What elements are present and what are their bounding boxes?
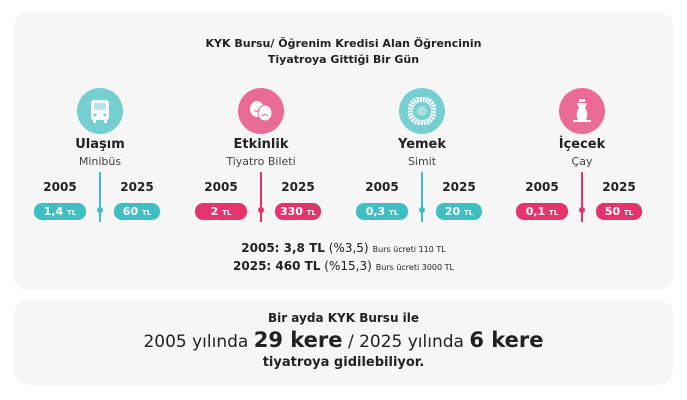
total-label: 2025: 460 TL: [233, 259, 321, 273]
price-badge: 0,3 TL: [356, 203, 408, 220]
top-panel: [14, 12, 673, 290]
year: 2005: [365, 180, 399, 194]
price-badge: 0,1 TL: [516, 203, 568, 220]
year: 2005: [43, 180, 77, 194]
price-badge: 60 TL: [114, 203, 160, 220]
price-value: 60: [122, 205, 139, 218]
title: Tiyatroya Gittiği Bir Gün: [267, 53, 420, 66]
price-value: 0,3: [365, 205, 386, 218]
summary-outro: tiyatroya gidilebiliyor.: [262, 355, 425, 370]
summary-text: 2005 yılında: [143, 332, 249, 352]
price-unit: TL: [141, 209, 152, 217]
summary-intro: Bir ayda KYK Bursu ile: [267, 311, 420, 325]
year: 2005: [525, 180, 559, 194]
item: Yemek Simit 2005 2025 0,3 TL 20 TL: [342, 88, 502, 228]
divider-dot: [96, 207, 103, 213]
item: Etkinlik Tiyatro Bileti 2005 2025 2 TL 330 TL: [181, 88, 341, 228]
item-name: Etkinlik: [233, 137, 289, 152]
price-badge: 50 TL: [596, 203, 642, 220]
divider: [581, 172, 583, 222]
price-unit: TL: [549, 209, 559, 217]
price-unit: TL: [67, 209, 77, 217]
price-value: 1,4: [43, 205, 64, 218]
item-sub: Çay: [571, 155, 593, 168]
item: İçecek Çay 2005 2025 0,1 TL 50 TL: [502, 88, 662, 228]
total-note: Burs ücreti 110 TL: [372, 245, 446, 254]
item-name: Ulaşım: [75, 137, 125, 152]
divider: [421, 172, 423, 222]
price-value: 20: [444, 205, 461, 218]
summary-count: 6 kere: [469, 328, 544, 352]
price-value: 330: [279, 205, 303, 218]
summary-text: / 2025 yılında: [347, 332, 464, 352]
icon: [77, 88, 123, 134]
price-value: 50: [604, 205, 621, 218]
divider-dot: [418, 207, 425, 213]
price-unit: TL: [222, 209, 232, 217]
year: 2025: [602, 180, 636, 194]
item: Ulaşım Minibüs 2005 2025 1,4 TL 60 TL: [20, 88, 180, 228]
price-badge: 20 TL: [436, 203, 482, 220]
total: 2005: 3,8 TL (%3,5) Burs ücreti 110 TL: [0, 241, 687, 255]
year: 2025: [442, 180, 476, 194]
year: 2025: [281, 180, 315, 194]
item-sub: Tiyatro Bileti: [226, 155, 296, 168]
total-note: Burs ücreti 3000 TL: [375, 263, 454, 272]
divider: [99, 172, 101, 222]
price-value: 2: [210, 205, 219, 218]
price-badge: 330 TL: [275, 203, 321, 220]
icon: [399, 88, 445, 134]
year: 2005: [204, 180, 238, 194]
divider-dot: [257, 207, 264, 213]
total-label: 2005: 3,8 TL: [241, 241, 325, 255]
summary-count: 29 kere: [253, 328, 343, 352]
title: KYK Bursu/ Öğrenim Kredisi Alan Öğrencin…: [205, 37, 482, 50]
divider-dot: [578, 207, 585, 213]
item-name: İçecek: [558, 137, 606, 152]
price-value: 0,1: [525, 205, 546, 218]
item-sub: Minibüs: [78, 155, 122, 168]
total: 2025: 460 TL (%15,3) Burs ücreti 3000 TL: [0, 259, 687, 273]
divider: [260, 172, 262, 222]
price-unit: TL: [463, 209, 474, 217]
price-badge: 2 TL: [195, 203, 247, 220]
item-sub: Simit: [407, 155, 437, 168]
price-badge: 1,4 TL: [34, 203, 86, 220]
price-unit: TL: [306, 209, 317, 217]
price-unit: TL: [389, 209, 399, 217]
total-pct: (%3,5): [328, 241, 369, 255]
year: 2025: [120, 180, 154, 194]
icon: [238, 88, 284, 134]
summary-line: 2005 yılında 29 kere / 2025 yılında 6 ke…: [0, 328, 687, 352]
icon: [559, 88, 605, 134]
bottom-panel: [14, 300, 673, 385]
price-unit: TL: [623, 209, 634, 217]
total-pct: (%15,3): [324, 259, 372, 273]
item-name: Yemek: [397, 137, 447, 152]
